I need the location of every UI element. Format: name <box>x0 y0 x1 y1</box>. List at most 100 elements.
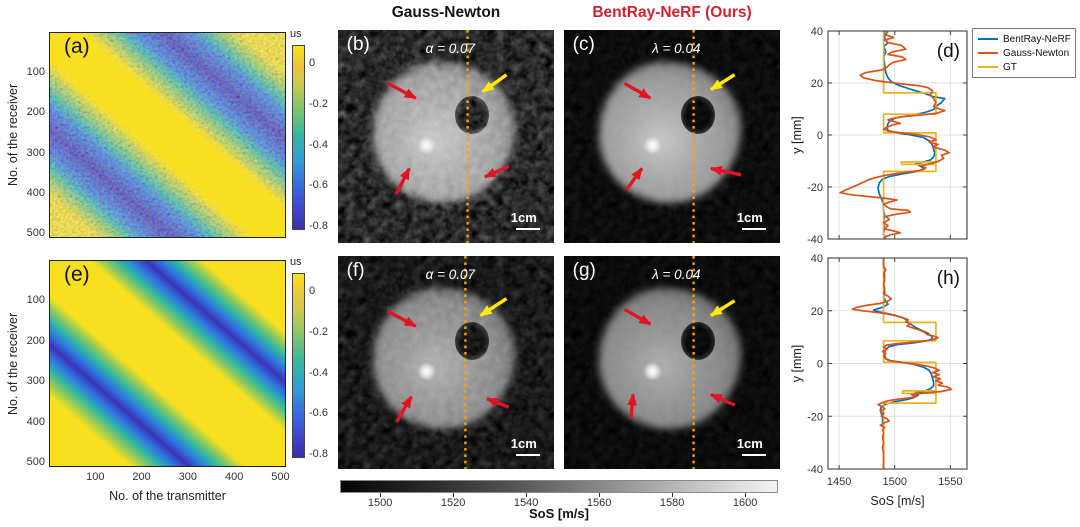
red-arrow-icon <box>623 81 652 100</box>
ultrasound-image-g: (g) λ = 0.04 1cm <box>564 256 780 469</box>
chart-h-ytick-20: 20 <box>811 306 823 318</box>
colorbar-e-tick--0.6: -0.6 <box>309 407 328 420</box>
panel-letter-b: (b) <box>346 34 370 56</box>
red-arrow-icon <box>623 307 652 326</box>
scalebar-g <box>742 454 766 457</box>
chart-d-ytick--40: -40 <box>807 234 823 246</box>
sos-colorbar-tickmark <box>599 493 601 497</box>
colorbar-a-tick--0.4: -0.4 <box>309 138 328 151</box>
chart-h-xlabel: SoS [m/s] <box>870 494 924 508</box>
red-arrow-icon <box>386 81 417 100</box>
heatmap-e-ytick-100: 100 <box>26 294 45 307</box>
heatmap-e-image <box>50 261 285 466</box>
sos-colorbar-tickmark <box>672 493 674 497</box>
panel-letter-e: (e) <box>64 263 90 286</box>
heatmap-e-ytick-500: 500 <box>26 456 45 469</box>
heatmap-e-xtick-400: 400 <box>224 471 244 483</box>
yellow-arrow-icon <box>481 73 508 94</box>
scalebar-label-c: 1cm <box>736 209 763 225</box>
legend-line-icon <box>978 51 998 55</box>
red-arrow-icon <box>486 397 510 409</box>
red-arrow-icon <box>394 167 411 195</box>
series-Gauss-Newton <box>851 258 953 469</box>
scalebar-f <box>516 454 540 457</box>
annotations-b <box>386 30 510 243</box>
heatmap-a-ytick-100: 100 <box>26 66 45 79</box>
red-arrow-icon <box>386 309 417 328</box>
sos-colorbar-label: SoS [m/s] <box>529 506 589 521</box>
sos-colorbar-tickmark <box>380 493 382 497</box>
heatmap-a-ytick-200: 200 <box>26 106 45 119</box>
speckle-texture <box>564 256 780 469</box>
chart-d-ytick-0: 0 <box>817 130 823 142</box>
panel-letter-c: (c) <box>572 34 595 56</box>
param-label-b: α = 0.07 <box>425 40 475 56</box>
chart-d-ytick--20: -20 <box>807 182 823 194</box>
yellow-arrow-icon <box>479 297 508 318</box>
chart-h-ytick--40: -40 <box>807 464 823 476</box>
heatmap-e-xtick-300: 300 <box>178 471 198 483</box>
sos-colorbar-tick-1580: 1580 <box>659 497 685 509</box>
speckle-texture <box>564 30 780 243</box>
legend-label: BentRay-NeRF <box>1003 33 1071 45</box>
sos-profile-chart-h: -40 -20 0 20 40 1450 1500 1550 SoS [m/s] y [mm] (h… <box>790 253 968 508</box>
chart-d-ytick-20: 20 <box>811 78 823 90</box>
speckle-texture <box>338 30 554 243</box>
sos-colorbar-tick-1500: 1500 <box>367 497 393 509</box>
heatmap-e-ytick-300: 300 <box>26 375 45 388</box>
chart-h-xtick-1500: 1500 <box>882 476 906 488</box>
heatmap-a-ylabel: No. of the receiver <box>6 83 20 187</box>
sos-colorbar <box>340 480 778 493</box>
chart-h-xtick-1450: 1450 <box>827 476 851 488</box>
colorbar-a-title: us <box>290 28 302 40</box>
chart-d-ylabel: y [mm] <box>790 116 804 154</box>
chart-d-ytick-40: 40 <box>811 26 823 38</box>
red-arrow-icon <box>709 392 736 407</box>
scalebar-b <box>516 228 540 231</box>
red-arrow-icon <box>627 393 638 419</box>
chart-h-ytick-40: 40 <box>811 253 823 265</box>
chart-legend: BentRay-NeRF Gauss-Newton GT <box>972 28 1076 78</box>
speckle-texture <box>338 256 554 469</box>
scalebar-label-f: 1cm <box>510 435 537 451</box>
chart-h-ylabel: y [mm] <box>790 345 804 383</box>
chart-h-ytick--20: -20 <box>807 411 823 423</box>
colorbar-a-tick--0.8: -0.8 <box>309 219 328 232</box>
sos-colorbar-tickmark <box>453 493 455 497</box>
colorbar-e-tick-0: 0 <box>309 285 316 298</box>
heatmap-a-ytick-300: 300 <box>26 146 45 159</box>
chart-h-ytick-0: 0 <box>817 359 823 371</box>
legend-label: Gauss-Newton <box>1003 47 1070 59</box>
colorbar-a-tick--0.2: -0.2 <box>309 97 328 110</box>
legend-item-BentRay-NeRF: BentRay-NeRF <box>978 32 1071 46</box>
colorbar-a <box>292 45 305 230</box>
param-label-f: α = 0.07 <box>425 266 475 282</box>
colorbar-a-tick--0.6: -0.6 <box>309 179 328 192</box>
sos-colorbar-tickmark <box>526 493 528 497</box>
chart-panel-letter-h: (h) <box>937 268 960 289</box>
colorbar-a-tick-0: 0 <box>309 57 316 70</box>
panel-letter-a: (a) <box>64 35 90 58</box>
heatmap-e-xtick-100: 100 <box>86 471 105 483</box>
heatmap-panel-e: (e) <box>49 260 286 467</box>
red-arrow-icon <box>483 164 510 179</box>
legend-line-icon <box>978 65 998 69</box>
sos-colorbar-tick-1560: 1560 <box>586 497 612 509</box>
legend-label: GT <box>1003 61 1017 73</box>
sos-colorbar-tick-1540: 1540 <box>513 497 539 509</box>
scalebar-label-b: 1cm <box>510 209 537 225</box>
sos-colorbar-tick-1600: 1600 <box>732 497 758 509</box>
sos-profile-chart-d: -40 -20 0 20 40 y [mm] (d) <box>790 26 968 246</box>
legend-line-icon <box>978 37 998 41</box>
chart-panel-letter-d: (d) <box>937 41 960 62</box>
colorbar-e-tick--0.4: -0.4 <box>309 366 328 379</box>
annotations-g <box>623 256 736 469</box>
annotations-f <box>386 256 510 469</box>
annotations-c <box>623 30 742 243</box>
heatmap-e-xtick-200: 200 <box>132 471 151 483</box>
column-title-gauss-newton: Gauss-Newton <box>391 4 501 21</box>
scalebar-label-g: 1cm <box>736 435 763 451</box>
heatmap-a-ytick-400: 400 <box>26 186 45 199</box>
panel-letter-f: (f) <box>346 260 365 282</box>
